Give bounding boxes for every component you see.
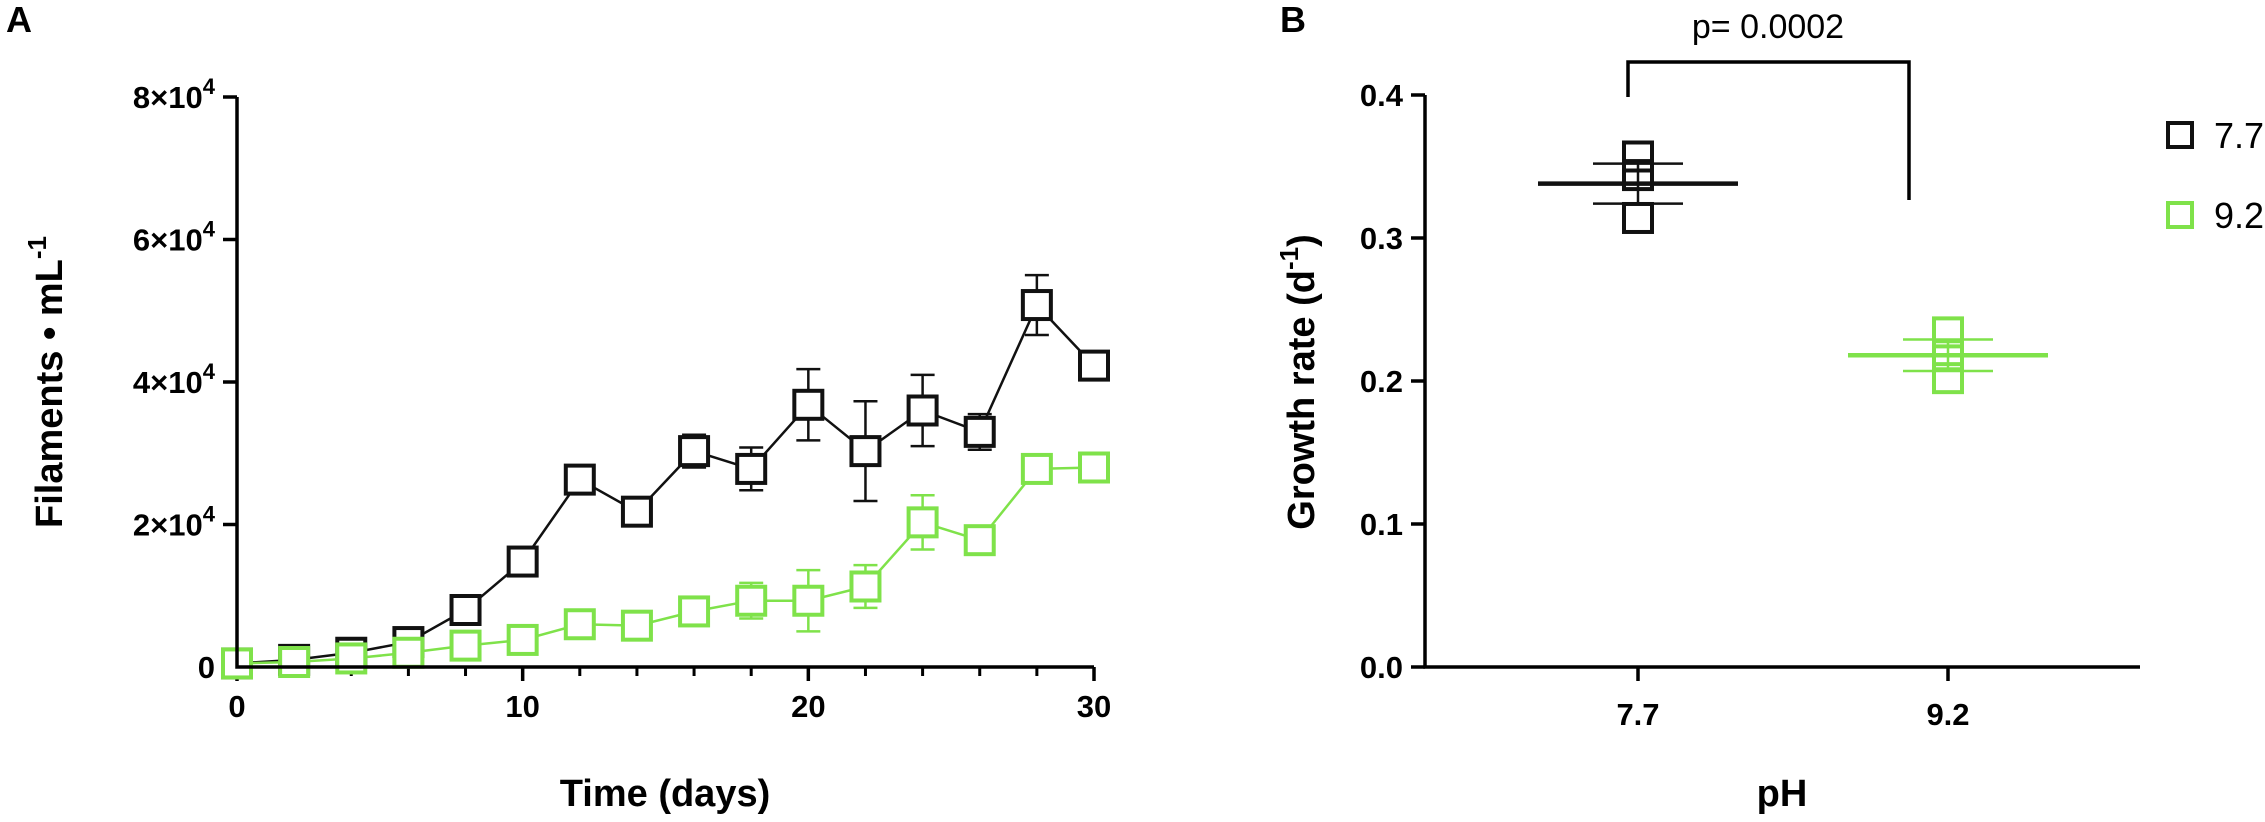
data-point [392,636,425,669]
data-point [849,435,882,468]
significance-bracket [1626,60,1911,200]
data-point [620,495,653,528]
data-point [1078,451,1110,484]
legend-label: 7.7 [2214,115,2264,156]
data-point [449,629,482,662]
panel-b-y-ticks: 0.0 0.1 0.2 0.3 0.4 [1360,78,1425,685]
data-point [1622,140,1654,173]
panel-b-label: B [1280,0,1306,40]
y-tick-label: 2×104 [133,502,216,543]
x-tick-label: 9.2 [1926,697,1969,732]
series-line [236,466,1095,665]
data-point [506,623,539,656]
data-point [278,646,311,679]
y-tick-label: 0.0 [1360,650,1403,685]
panel-a-y-axis-title: Filaments • mL-1 [22,236,71,528]
data-point [1932,362,1964,395]
data-point [678,595,711,628]
series-9-2 [221,451,1110,680]
x-tick-label: 10 [505,689,539,724]
series-7-7 [221,273,1110,680]
data-point [792,584,825,617]
data-point [1932,339,1964,372]
panel-b-x-ticks: 7.7 9.2 [1616,667,1970,732]
p-value-label: p= 0.0002 [1692,8,1844,46]
x-tick-label: 30 [1077,689,1111,724]
data-point [1078,349,1110,382]
panel-a-axes [235,97,1094,669]
panel-b-y-axis-title: Growth rate (d-1) [1274,234,1323,529]
data-point [563,608,596,641]
data-point [735,584,768,617]
y-tick-label: 0.2 [1360,364,1403,399]
panel-a-series [221,273,1110,680]
legend-swatch [2166,201,2194,229]
legend-swatch [2166,121,2194,149]
data-point [1020,452,1053,485]
panel-b-x-axis-title: pH [1757,773,1808,815]
data-point [849,570,882,603]
data-point [563,463,596,496]
y-tick-label: 0 [198,650,215,685]
panel-a-label: A [6,0,32,40]
data-point [906,506,939,539]
data-point [963,524,996,557]
y-tick-label: 0.3 [1360,221,1403,256]
y-tick-label: 0.4 [1360,78,1404,113]
panel-b-chart: 0.0 0.1 0.2 0.3 0.4 7.7 9.2 p= 0.0002 pH Grow… [1274,8,2264,815]
data-point [906,394,939,427]
y-tick-label: 6×104 [133,217,216,258]
panel-b-groups [1538,140,2048,395]
group-7-7 [1538,140,1738,234]
x-tick-label: 7.7 [1616,697,1659,732]
data-point [1020,289,1053,322]
x-tick-label: 0 [228,689,245,724]
data-point [1932,316,1964,349]
legend-label: 9.2 [2214,195,2264,236]
data-point [792,388,825,421]
data-point [963,415,996,448]
legend: 7.7 9.2 [2166,115,2264,236]
data-point [620,609,653,642]
panel-b-axes [1423,95,2140,669]
y-tick-label: 8×104 [133,74,216,115]
panel-a-x-axis-title: Time (days) [560,773,770,815]
data-point [506,545,539,578]
panel-a-chart: 0 2×104 4×104 6×104 8×104 0 10 20 30 Time (days… [22,74,1111,815]
data-point [449,594,482,626]
data-point [1622,201,1654,234]
x-tick-label: 20 [791,689,825,724]
y-tick-label: 0.1 [1360,507,1403,542]
group-9-2 [1848,316,2048,395]
y-tick-label: 4×104 [133,359,216,400]
data-point [1622,159,1654,192]
panel-a-x-ticks: 0 10 20 30 [228,667,1111,724]
data-point [735,452,768,485]
panel-a-y-ticks: 0 2×104 4×104 6×104 8×104 [133,74,237,685]
data-point [678,435,711,468]
series-line [236,302,1095,665]
